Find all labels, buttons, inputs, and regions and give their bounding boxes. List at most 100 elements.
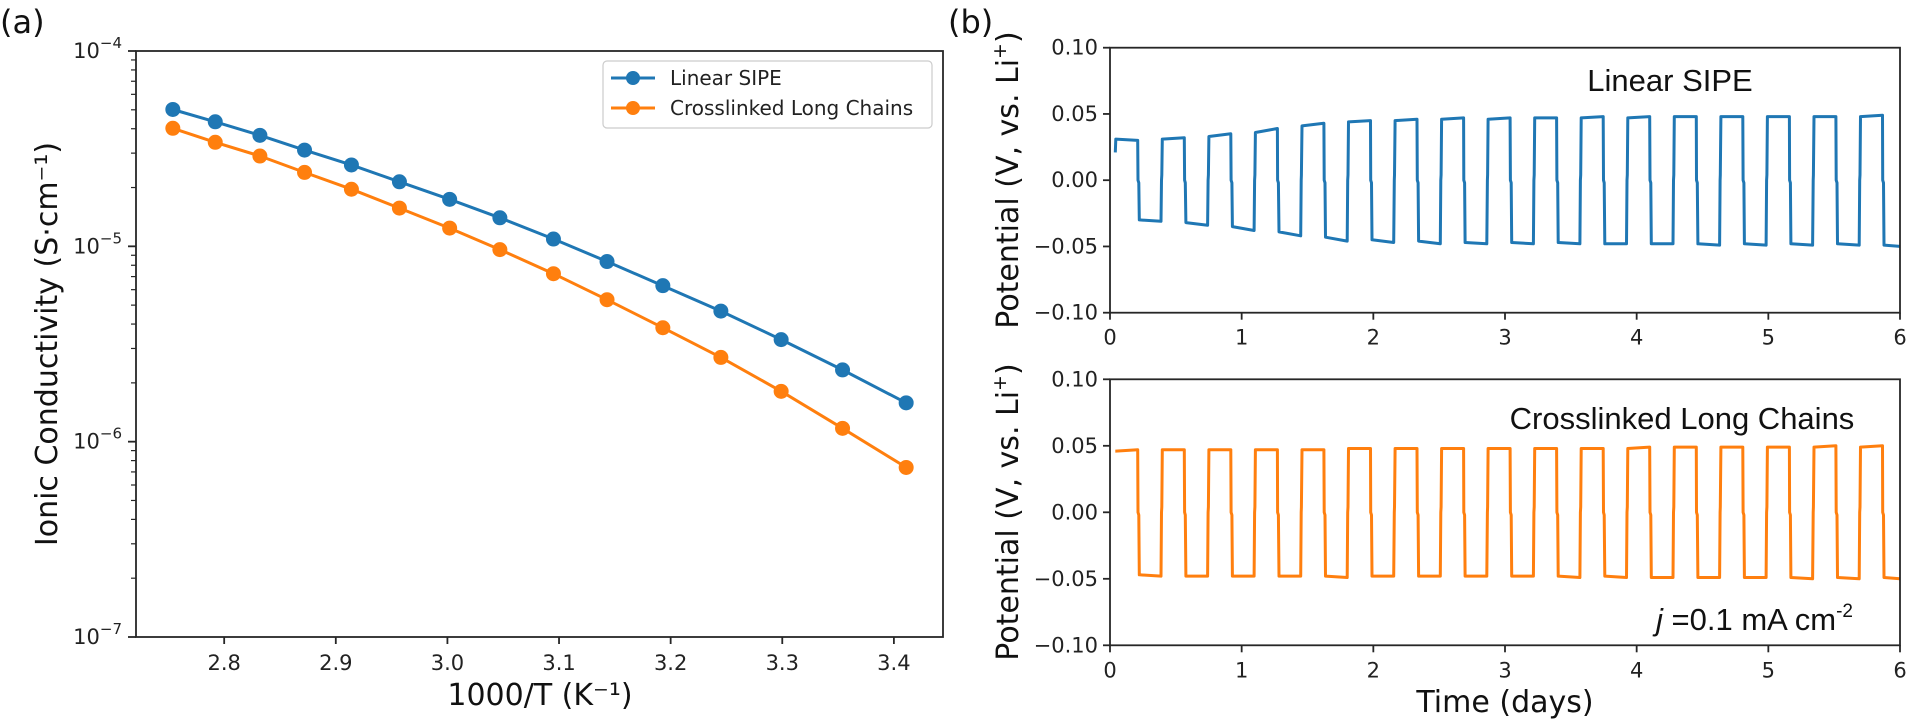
x-tick-label: 1 — [1235, 326, 1248, 350]
data-point-crosslinked — [835, 420, 851, 436]
x-tick-label: 5 — [1762, 658, 1775, 682]
x-axis-ticks: 2.8 2.9 3.0 3.1 3.2 3.3 3.4 — [207, 637, 911, 675]
y-tick-label: 10−6 — [73, 425, 122, 454]
data-point-linear-sipe — [252, 127, 268, 143]
panel-b-top-linear-sipe-chart: 0 1 2 3 4 5 6 0.10 0.05 0.00 −0.05 −0.10 Linear SI… — [989, 31, 1907, 349]
x-tick-label: 2.9 — [319, 651, 352, 675]
data-point-crosslinked — [898, 459, 914, 475]
x-tick-label: 3.0 — [431, 651, 464, 675]
current-density-value: =0.1 mA cm — [1663, 602, 1836, 637]
panel-b-bottom-crosslinked-chart: 0 1 2 3 4 5 6 0.10 0.05 0.00 −0.05 −0.10 Crosslink… — [989, 363, 1907, 720]
y-axis-label-main: Potential (V, vs. Li — [991, 59, 1026, 329]
y-axis-label-main: Potential (V, vs. Li — [991, 391, 1026, 661]
data-point-crosslinked — [545, 266, 561, 282]
legend-label-linear-sipe: Linear SIPE — [670, 66, 782, 90]
x-tick-label: 6 — [1893, 658, 1906, 682]
series-group — [1113, 113, 1901, 248]
x-tick-label: 3.2 — [654, 651, 687, 675]
data-point-linear-sipe — [835, 362, 851, 378]
y-tick-label: 10−5 — [73, 229, 122, 258]
plot-frame — [135, 50, 944, 638]
x-tick-label: 3.4 — [877, 651, 910, 675]
y-tick-label: 0.05 — [1051, 434, 1098, 458]
data-point-linear-sipe — [207, 114, 223, 130]
x-tick-label: 4 — [1630, 326, 1643, 350]
data-point-crosslinked — [343, 181, 359, 197]
y-axis-label-superscript: + — [989, 375, 1011, 391]
data-point-linear-sipe — [898, 395, 914, 411]
y-axis-label: Potential (V, vs. Li+) — [989, 31, 1026, 328]
data-point-linear-sipe — [343, 157, 359, 173]
y-tick-label: 10−4 — [73, 34, 122, 63]
x-tick-label: 3.1 — [542, 651, 575, 675]
y-axis-label: Ionic Conductivity (S·cm⁻¹) — [30, 142, 65, 546]
data-point-linear-sipe — [492, 210, 508, 226]
data-point-linear-sipe — [442, 191, 458, 207]
data-point-crosslinked — [165, 120, 181, 136]
data-point-crosslinked — [599, 292, 615, 308]
series-line-linear-sipe — [172, 108, 907, 405]
y-tick-label: −0.10 — [1034, 633, 1098, 657]
x-tick-label: 2 — [1367, 326, 1380, 350]
annotation-linear-sipe: Linear SIPE — [1587, 63, 1752, 98]
plot-frame — [1109, 378, 1901, 647]
x-tick-label: 5 — [1762, 326, 1775, 350]
potential-trace-linear-sipe — [1113, 113, 1901, 248]
y-tick-label: −0.05 — [1034, 234, 1098, 258]
legend-marker-linear-sipe — [626, 71, 640, 85]
data-point-linear-sipe — [655, 278, 671, 294]
x-tick-label: 3 — [1498, 326, 1511, 350]
y-tick-label: 0.10 — [1051, 367, 1098, 391]
data-point-linear-sipe — [297, 142, 313, 158]
data-point-linear-sipe — [713, 303, 729, 319]
x-tick-label: 2 — [1367, 658, 1380, 682]
potential-trace-crosslinked — [1114, 444, 1901, 581]
data-point-linear-sipe — [545, 231, 561, 247]
y-tick-label: −0.10 — [1034, 301, 1098, 325]
data-point-linear-sipe — [391, 174, 407, 190]
y-tick-label: 0.00 — [1051, 500, 1098, 524]
current-density-exponent: -2 — [1836, 601, 1853, 622]
series-line-crosslinked — [172, 126, 907, 469]
panel-a-label: (a) — [0, 3, 45, 41]
data-point-crosslinked — [655, 320, 671, 336]
y-axis-label-end: ) — [991, 31, 1026, 43]
y-tick-label: 0.05 — [1051, 102, 1098, 126]
y-tick-label: 0.00 — [1051, 168, 1098, 192]
y-tick-label: 0.10 — [1051, 36, 1098, 60]
data-point-linear-sipe — [599, 254, 615, 270]
legend-label-crosslinked: Crosslinked Long Chains — [670, 96, 913, 120]
series-group — [1114, 444, 1901, 581]
legend: Linear SIPE Crosslinked Long Chains — [602, 60, 933, 129]
data-point-crosslinked — [252, 148, 268, 164]
y-axis-label-end: ) — [991, 363, 1026, 375]
data-point-crosslinked — [442, 220, 458, 236]
series-group — [165, 101, 914, 475]
data-point-crosslinked — [492, 242, 508, 258]
x-tick-label: 4 — [1630, 658, 1643, 682]
data-point-crosslinked — [297, 164, 313, 180]
y-axis-ticks: 0.10 0.05 0.00 −0.05 −0.10 — [1034, 36, 1110, 325]
current-density-annotation: j =0.1 mA cm-2 — [1652, 601, 1853, 637]
annotation-crosslinked: Crosslinked Long Chains — [1510, 401, 1855, 436]
legend-marker-crosslinked — [626, 101, 640, 115]
y-tick-label: 10−7 — [73, 620, 122, 649]
x-axis-ticks: 0 1 2 3 4 5 6 — [1103, 645, 1907, 682]
x-tick-label: 3 — [1498, 658, 1511, 682]
x-tick-label: 1 — [1235, 658, 1248, 682]
y-axis-label-superscript: + — [989, 43, 1011, 59]
data-point-linear-sipe — [773, 332, 789, 348]
y-axis-ticks: 0.10 0.05 0.00 −0.05 −0.10 — [1034, 367, 1110, 657]
plot-frame — [1109, 46, 1901, 314]
data-point-crosslinked — [773, 383, 789, 399]
data-point-linear-sipe — [165, 101, 181, 117]
x-tick-label: 2.8 — [207, 651, 240, 675]
data-point-crosslinked — [207, 134, 223, 150]
x-axis-label: 1000/T (K⁻¹) — [447, 678, 632, 713]
y-tick-label: −0.05 — [1034, 567, 1098, 591]
data-point-crosslinked — [713, 349, 729, 365]
y-axis-label: Potential (V, vs. Li+) — [989, 363, 1026, 660]
data-point-crosslinked — [391, 200, 407, 216]
x-tick-label: 0 — [1103, 658, 1116, 682]
